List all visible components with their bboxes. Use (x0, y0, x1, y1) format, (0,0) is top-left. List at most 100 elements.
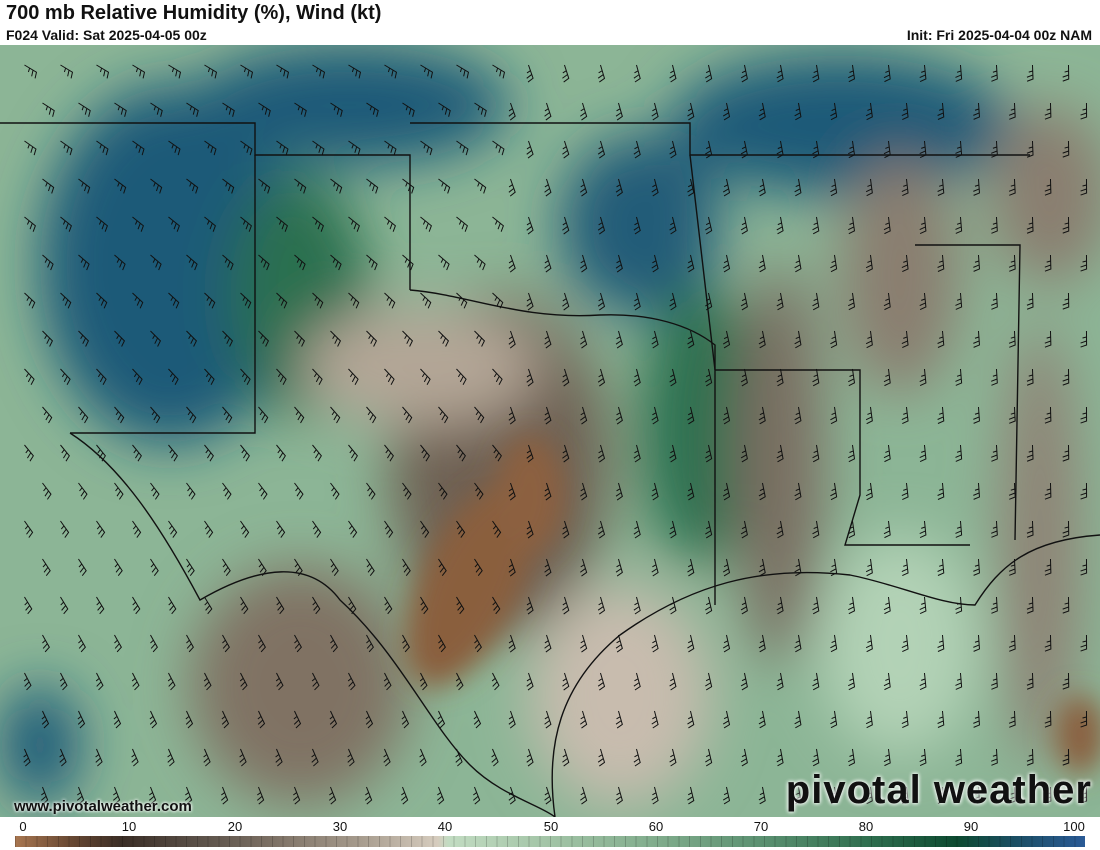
wind-barb (901, 482, 909, 501)
wind-barb (508, 102, 516, 121)
wind-barb (348, 292, 360, 309)
wind-barb (919, 140, 927, 158)
wind-barb (96, 64, 110, 79)
wind-barb (366, 102, 379, 117)
wind-barb (722, 178, 731, 197)
wind-barb (562, 140, 570, 159)
wind-barb (60, 596, 69, 615)
wind-barb (544, 406, 552, 425)
wind-barb (383, 748, 391, 767)
wind-barb (329, 710, 338, 729)
wind-barb (776, 140, 784, 159)
wind-barb (812, 64, 820, 83)
wind-barb (24, 216, 36, 232)
wind-barb (973, 406, 980, 424)
wind-barb (580, 406, 588, 425)
wind-barb (544, 710, 552, 729)
wind-barb (1062, 64, 1070, 82)
wind-barb (364, 786, 373, 805)
wind-barb (402, 178, 415, 194)
wind-barb (203, 748, 211, 767)
wind-barb (526, 368, 534, 387)
wind-barb (901, 178, 909, 197)
wind-barb (96, 520, 106, 538)
wind-barb (256, 786, 265, 805)
wind-barb (1080, 102, 1088, 120)
wind-barb (776, 216, 784, 235)
wind-barb (883, 140, 891, 159)
wind-barb (901, 634, 909, 653)
wind-barb (830, 102, 838, 121)
wind-barb (150, 634, 158, 653)
wind-barb (562, 368, 570, 387)
wind-barb (1026, 292, 1034, 310)
wind-barb (402, 482, 412, 500)
wind-barb (294, 178, 307, 194)
wind-barb (312, 368, 323, 386)
wind-barb (705, 748, 713, 767)
wind-barb (96, 292, 108, 309)
wind-barb (705, 520, 713, 539)
wind-barb (204, 596, 213, 615)
wind-barb (1008, 786, 1016, 804)
wind-barb (615, 710, 623, 729)
wind-barb (562, 520, 570, 539)
wind-barb (96, 596, 105, 615)
wind-barb (60, 292, 72, 309)
wind-barb (883, 368, 891, 387)
wind-barb (955, 444, 963, 462)
wind-barb (830, 254, 838, 273)
wind-barb (580, 634, 588, 653)
wind-barb (276, 64, 290, 79)
wind-barb (258, 558, 267, 576)
valid-time: F024 Valid: Sat 2025-04-05 00z (6, 27, 207, 43)
wind-barb (149, 710, 158, 729)
wind-barb (221, 710, 230, 729)
wind-barb (78, 254, 90, 271)
wind-barb (222, 406, 233, 424)
wind-barb (419, 672, 428, 691)
wind-barb (24, 520, 34, 538)
wind-barb (204, 444, 214, 462)
wind-barb (865, 634, 873, 653)
wind-barb (276, 140, 289, 156)
wind-barb (456, 596, 465, 615)
wind-barb (366, 634, 374, 653)
wind-barb (168, 520, 178, 538)
wind-barb (705, 64, 713, 83)
wind-barb (114, 254, 126, 271)
wind-barb (366, 178, 379, 194)
wind-barb (1008, 406, 1016, 424)
wind-barb (1044, 482, 1052, 500)
wind-barb (687, 558, 695, 577)
wind-barb (973, 102, 980, 120)
wind-barb (883, 216, 891, 235)
wind-barb (508, 634, 516, 653)
wind-barb (508, 330, 516, 349)
wind-barb (669, 216, 677, 235)
wind-barb (508, 406, 516, 425)
wind-barb (597, 596, 606, 615)
wind-barb (937, 558, 945, 576)
wind-barb (740, 292, 748, 311)
wind-barb (438, 254, 450, 271)
wind-barb (919, 444, 927, 462)
wind-barb (937, 102, 945, 120)
wind-barb (348, 520, 358, 538)
wind-barb (78, 558, 87, 576)
wind-barb (438, 330, 450, 347)
wind-barb (830, 558, 838, 577)
wind-barb (276, 596, 285, 615)
wind-barb (508, 710, 516, 729)
wind-barb (865, 558, 873, 577)
wind-barb (1008, 710, 1016, 728)
init-time: Init: Fri 2025-04-04 00z NAM (906, 27, 1092, 43)
wind-barb (705, 368, 713, 387)
wind-barb (492, 520, 502, 538)
wind-barb (77, 710, 86, 729)
wind-barb (402, 406, 413, 424)
wind-barb (420, 64, 434, 79)
wind-barb (830, 178, 838, 197)
wind-barb (687, 102, 695, 121)
wind-barb (168, 368, 179, 386)
